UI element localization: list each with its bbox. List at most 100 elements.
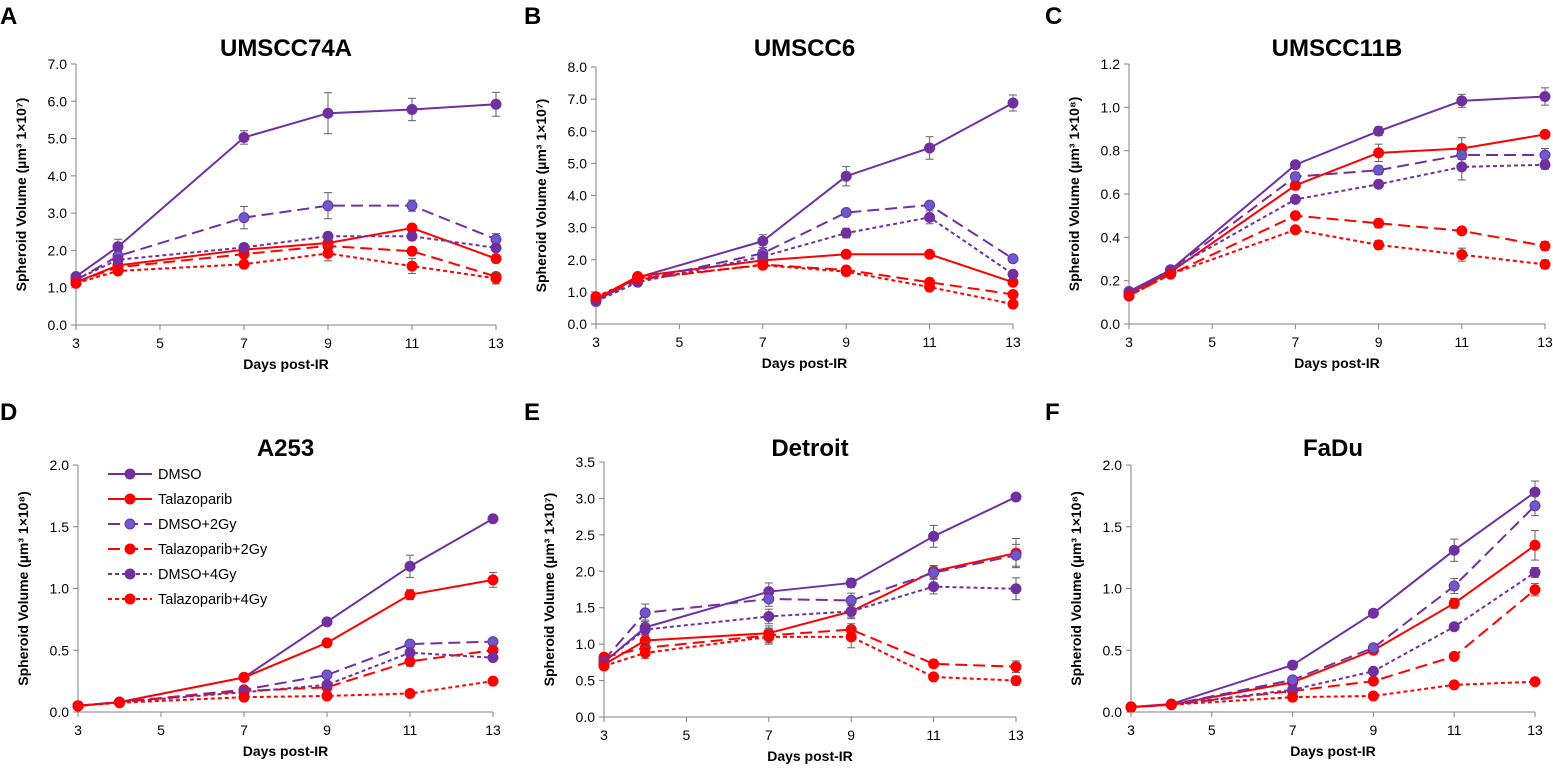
legend-label: Talazoparib+4Gy <box>158 592 268 608</box>
series-line <box>603 552 1017 666</box>
data-point <box>1165 699 1177 711</box>
x-tick-label: 5 <box>1208 722 1216 738</box>
series-line <box>1128 214 1546 297</box>
series-talazoparib-2gy <box>590 259 1019 304</box>
series-line <box>595 263 1014 300</box>
series-line <box>603 554 1017 661</box>
data-point <box>1448 580 1460 592</box>
panel-letter: E <box>524 399 540 426</box>
data-point <box>1448 621 1460 633</box>
data-point <box>1367 665 1379 677</box>
data-point <box>639 624 651 636</box>
x-tick-label: 5 <box>1208 334 1216 350</box>
data-point <box>924 211 936 223</box>
data-point <box>238 212 250 224</box>
data-point <box>1010 549 1022 561</box>
y-tick-label: 1.2 <box>1101 56 1121 72</box>
x-tick-label: 3 <box>1125 334 1133 350</box>
x-tick-label: 7 <box>240 722 248 738</box>
x-tick-label: 11 <box>403 722 418 738</box>
series-dmso <box>598 491 1022 668</box>
data-point <box>763 593 775 605</box>
x-axis-label: Days post-IR <box>243 743 329 759</box>
data-point <box>840 207 852 219</box>
data-point <box>1010 675 1022 687</box>
x-tick-label: 11 <box>405 335 420 351</box>
y-axis-label: Spheroid Volume (µm³ 1×10⁷) <box>533 99 549 293</box>
series-line <box>595 253 1014 300</box>
series-line <box>595 102 1014 302</box>
panel-title: Detroit <box>771 435 848 462</box>
data-point <box>1456 161 1468 173</box>
y-axis-label: Spheroid Volume (µm³ 1×10⁷) <box>541 493 557 687</box>
data-point <box>1448 544 1460 556</box>
data-point <box>72 700 84 712</box>
data-point <box>840 227 852 239</box>
series-line <box>1128 163 1546 295</box>
data-point <box>1529 539 1541 551</box>
x-tick-label: 13 <box>1005 334 1021 350</box>
x-tick-label: 13 <box>1527 722 1543 738</box>
series-line <box>77 517 494 707</box>
data-point <box>1287 674 1299 686</box>
data-point <box>840 266 852 278</box>
data-point <box>406 103 418 115</box>
y-tick-label: 1.0 <box>48 280 68 296</box>
data-point <box>924 281 936 293</box>
data-point <box>639 607 651 619</box>
series-line <box>77 640 494 707</box>
data-point <box>321 679 333 691</box>
series-line <box>595 216 1014 303</box>
series-line <box>75 204 497 282</box>
data-point <box>1165 268 1177 280</box>
x-tick-label: 9 <box>323 722 331 738</box>
data-point <box>1529 500 1541 512</box>
x-tick-label: 7 <box>1289 722 1297 738</box>
legend-swatch-marker <box>124 518 136 530</box>
series-dmso-2gy <box>1123 148 1551 300</box>
y-tick-label: 0.0 <box>1101 316 1121 332</box>
series-line <box>1128 228 1546 297</box>
data-point <box>757 235 769 247</box>
x-tick-label: 11 <box>1455 334 1470 350</box>
legend: DMSO Talazoparib DMSO+2Gy Talazoparib+2Gy DM… <box>108 467 268 608</box>
y-tick-label: 0.0 <box>576 709 596 725</box>
series-line <box>1130 505 1536 709</box>
y-axis-label: Spheroid Volume (µm³ 1×10⁷) <box>13 98 29 292</box>
data-point <box>1373 178 1385 190</box>
data-point <box>238 241 250 253</box>
data-point <box>763 631 775 643</box>
data-point <box>1456 249 1468 261</box>
series-dmso <box>70 91 502 283</box>
x-axis-label: Days post-IR <box>1290 743 1376 759</box>
data-point <box>1007 97 1019 109</box>
data-point <box>1007 298 1019 310</box>
data-point <box>112 241 124 253</box>
x-tick-label: 9 <box>324 335 332 351</box>
data-point <box>490 98 502 110</box>
data-point <box>487 675 499 687</box>
x-tick-label: 11 <box>922 334 937 350</box>
series-line <box>1130 491 1536 709</box>
data-point <box>1373 239 1385 251</box>
panel-letter: B <box>524 3 541 30</box>
data-point <box>322 230 334 242</box>
data-point <box>928 567 940 579</box>
data-point <box>1539 258 1551 270</box>
series-line <box>77 649 494 707</box>
series-line <box>75 103 497 278</box>
y-tick-label: 2.0 <box>568 252 588 268</box>
y-tick-label: 0.0 <box>1103 704 1123 720</box>
legend-item: DMSO <box>108 467 202 483</box>
data-point <box>487 652 499 664</box>
data-point <box>924 248 936 260</box>
y-tick-label: 1.0 <box>1103 581 1123 597</box>
data-point <box>1007 253 1019 265</box>
data-point <box>1373 164 1385 176</box>
panel-b: B UMSCC6 0.0 1.0 2.0 3.0 4.0 5.0 6.0 7.0 8.0 3 5 7 9 11… <box>524 3 1021 371</box>
legend-swatch-marker <box>124 543 136 555</box>
y-tick-label: 6.0 <box>48 93 68 109</box>
data-point <box>1289 210 1301 222</box>
y-tick-label: 2.5 <box>576 527 596 543</box>
